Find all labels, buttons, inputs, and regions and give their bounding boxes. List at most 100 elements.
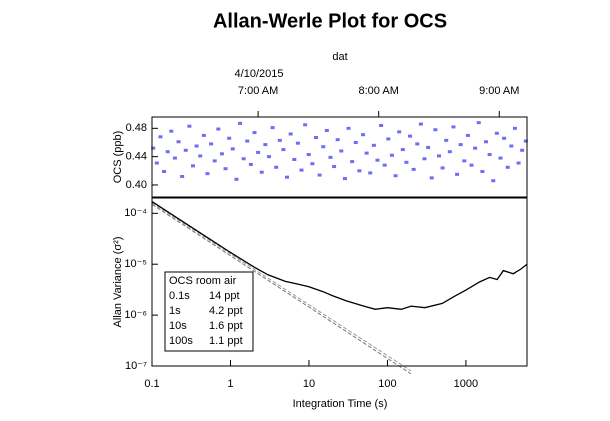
top-axis-label: dat xyxy=(332,51,347,63)
point xyxy=(505,165,510,169)
point xyxy=(306,153,311,157)
point xyxy=(274,165,279,169)
series-line xyxy=(151,203,412,375)
point xyxy=(176,140,181,144)
y-axis-label: Allan Variance (σ²) xyxy=(112,237,124,328)
point xyxy=(433,128,438,132)
point xyxy=(324,128,329,132)
point xyxy=(270,126,275,130)
point xyxy=(357,169,362,173)
point xyxy=(241,157,246,161)
point xyxy=(154,161,159,165)
point xyxy=(310,162,315,166)
x-tick-label: 10 xyxy=(303,378,315,390)
y-tick-label: 10⁻⁴ xyxy=(124,207,147,219)
point xyxy=(194,144,199,148)
point xyxy=(151,146,156,150)
point xyxy=(212,159,217,163)
point xyxy=(281,148,286,152)
legend-cell: 4.2 ppt xyxy=(209,305,243,317)
point xyxy=(219,152,224,156)
point xyxy=(440,166,445,170)
point xyxy=(426,145,431,149)
point xyxy=(165,150,170,154)
point xyxy=(484,140,489,144)
series-line xyxy=(151,202,412,372)
point xyxy=(259,170,264,174)
point xyxy=(353,140,358,144)
point xyxy=(386,137,391,141)
y-tick-label: 10⁻⁷ xyxy=(125,360,147,372)
plot-frame xyxy=(151,197,528,367)
point xyxy=(498,156,503,160)
point xyxy=(375,158,380,162)
point xyxy=(321,145,326,149)
point xyxy=(256,150,261,154)
point xyxy=(422,157,427,161)
point xyxy=(465,133,470,137)
point xyxy=(418,122,423,126)
y-tick-label: 0.40 xyxy=(126,179,147,191)
point xyxy=(285,175,290,179)
point xyxy=(339,149,344,153)
point xyxy=(332,165,337,169)
point xyxy=(180,174,185,178)
legend-cell: 1.1 ppt xyxy=(209,335,243,347)
point xyxy=(364,151,369,155)
point xyxy=(473,146,478,150)
legend-cell: 10s xyxy=(169,320,187,332)
legend-cell: 1.6 ppt xyxy=(209,320,243,332)
point xyxy=(379,123,384,127)
y-axis-label: OCS (ppb) xyxy=(112,131,124,184)
point xyxy=(245,139,250,143)
point xyxy=(512,126,517,130)
point xyxy=(469,163,474,167)
point xyxy=(238,121,243,125)
legend-cell: 14 ppt xyxy=(209,290,240,302)
point xyxy=(201,133,206,137)
point xyxy=(502,136,507,140)
legend-cell: 1s xyxy=(169,305,181,317)
point xyxy=(361,133,366,137)
point xyxy=(458,143,463,147)
point xyxy=(190,164,195,168)
point xyxy=(397,130,402,134)
point xyxy=(491,179,496,183)
legend-cell: 0.1s xyxy=(169,290,190,302)
chart-title: Allan-Werle Plot for OCS xyxy=(213,10,447,32)
point xyxy=(216,127,221,131)
y-tick-label: 0.44 xyxy=(126,151,147,163)
x-tick-label: 1000 xyxy=(454,378,478,390)
point xyxy=(248,162,253,166)
y-tick-label: 10⁻⁶ xyxy=(124,309,147,321)
point xyxy=(411,167,416,171)
legend-cell: 100s xyxy=(169,335,193,347)
point xyxy=(509,144,514,148)
point xyxy=(183,148,188,152)
point xyxy=(447,150,452,154)
point xyxy=(516,161,521,165)
point xyxy=(266,155,271,159)
series-line xyxy=(151,201,528,310)
point xyxy=(288,132,293,136)
point xyxy=(295,141,300,145)
point xyxy=(520,148,525,152)
point xyxy=(230,147,235,151)
point xyxy=(436,154,441,158)
point xyxy=(389,153,394,157)
point xyxy=(393,174,398,178)
point xyxy=(368,171,373,175)
point xyxy=(523,139,528,143)
point xyxy=(346,126,351,130)
date-label: 4/10/2015 xyxy=(235,68,284,80)
point xyxy=(415,142,420,146)
point xyxy=(400,148,405,152)
point xyxy=(404,160,409,164)
point xyxy=(382,163,387,167)
point xyxy=(172,156,177,160)
plot-frame xyxy=(151,116,528,198)
point xyxy=(209,142,214,146)
point xyxy=(494,131,499,135)
